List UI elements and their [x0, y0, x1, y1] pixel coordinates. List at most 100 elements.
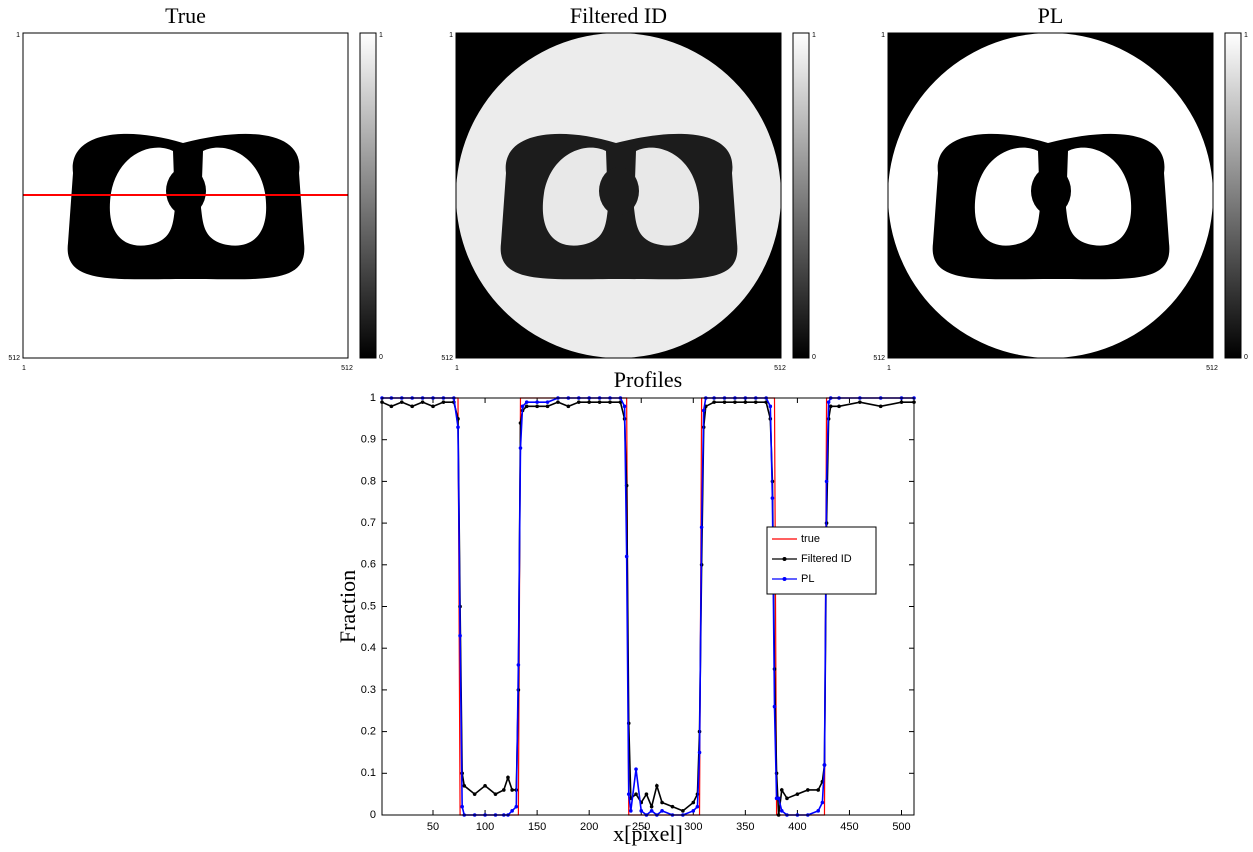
series-marker	[625, 555, 629, 559]
series-marker	[510, 788, 514, 792]
series-marker	[691, 809, 695, 813]
series-marker	[525, 405, 529, 409]
heart	[166, 167, 206, 215]
colorbar	[360, 33, 376, 358]
series-marker	[608, 400, 612, 404]
series-marker	[827, 400, 831, 404]
chart-title: Profiles	[614, 367, 682, 392]
series-marker	[462, 784, 466, 788]
x-tick-label: 350	[736, 821, 754, 833]
series-marker	[546, 405, 550, 409]
series-marker	[587, 400, 591, 404]
series-marker	[816, 809, 820, 813]
colorbar-tick-label: 0	[812, 354, 816, 361]
series-marker	[629, 809, 633, 813]
y-tick-label: 0.7	[361, 517, 376, 529]
series-marker	[671, 805, 675, 809]
series-marker	[400, 400, 404, 404]
series-marker	[771, 496, 775, 500]
series-marker	[700, 525, 704, 529]
series-marker	[691, 801, 695, 805]
series-marker	[519, 446, 523, 450]
series-marker	[473, 792, 477, 796]
series-marker	[627, 792, 631, 796]
colorbar	[1225, 33, 1241, 358]
y-tick-label: 0.2	[361, 726, 376, 738]
legend-marker	[783, 557, 787, 561]
colorbar-tick-label: 1	[1244, 32, 1248, 39]
series-marker	[796, 792, 800, 796]
series-marker	[506, 776, 510, 780]
series-marker	[410, 405, 414, 409]
image-panel	[888, 33, 1213, 358]
series-marker	[502, 788, 506, 792]
series-marker	[517, 663, 521, 667]
x-tick-label: 1	[887, 365, 891, 372]
series-marker	[712, 400, 716, 404]
series-marker	[650, 809, 654, 813]
series-marker	[702, 409, 706, 413]
y-tick-label: 0	[370, 809, 376, 821]
y-tick-label: 1	[370, 392, 376, 404]
image-title: Filtered ID	[570, 3, 667, 28]
y-tick-label: 1	[449, 32, 453, 39]
x-tick-label: 150	[528, 821, 546, 833]
series-marker	[525, 400, 529, 404]
series-marker	[806, 788, 810, 792]
colorbar-tick-label: 1	[812, 32, 816, 39]
series-marker	[723, 400, 727, 404]
series-marker	[696, 805, 700, 809]
series-marker	[390, 405, 394, 409]
series-marker	[780, 809, 784, 813]
series-marker	[442, 400, 446, 404]
x-tick-label: 1	[455, 365, 459, 372]
colorbar-tick-label: 0	[1244, 354, 1248, 361]
series-marker	[431, 405, 435, 409]
x-tick-label: 450	[840, 821, 858, 833]
series-marker	[837, 405, 841, 409]
x-tick-label: 512	[774, 365, 786, 372]
series-marker	[645, 792, 649, 796]
x-tick-label: 512	[1206, 365, 1218, 372]
y-tick-label: 0.3	[361, 684, 376, 696]
y-tick-label: 512	[873, 355, 885, 362]
series-marker	[598, 400, 602, 404]
series-marker	[521, 405, 525, 409]
series-marker	[785, 797, 789, 801]
series-marker	[816, 788, 820, 792]
image-panel	[456, 33, 781, 358]
colorbar	[793, 33, 809, 358]
series-marker	[777, 797, 781, 801]
series-marker	[660, 809, 664, 813]
series-marker	[769, 405, 773, 409]
x-tick-label: 250	[632, 821, 650, 833]
series-marker	[458, 634, 462, 638]
legend-marker	[783, 577, 787, 581]
series-marker	[698, 751, 702, 755]
colorbar-tick-label: 1	[379, 32, 383, 39]
y-axis-label: Fraction	[335, 570, 360, 643]
series-marker	[460, 805, 464, 809]
legend-label: Filtered ID	[801, 553, 852, 565]
y-tick-label: 0.9	[361, 434, 376, 446]
x-tick-label: 50	[427, 821, 439, 833]
y-tick-label: 0.4	[361, 642, 376, 654]
series-marker	[556, 400, 560, 404]
series-marker	[546, 400, 550, 404]
series-marker	[754, 400, 758, 404]
series-marker	[780, 788, 784, 792]
y-tick-label: 512	[441, 355, 453, 362]
series-marker	[510, 809, 514, 813]
heart	[1031, 167, 1071, 215]
series-marker	[825, 480, 829, 484]
x-tick-label: 300	[684, 821, 702, 833]
series-marker	[634, 792, 638, 796]
x-tick-label: 200	[580, 821, 598, 833]
heart	[599, 167, 639, 215]
series-marker	[639, 809, 643, 813]
series-marker	[773, 705, 777, 709]
image-panel	[23, 33, 348, 358]
y-tick-label: 1	[881, 32, 885, 39]
series-marker	[879, 405, 883, 409]
series-marker	[733, 400, 737, 404]
